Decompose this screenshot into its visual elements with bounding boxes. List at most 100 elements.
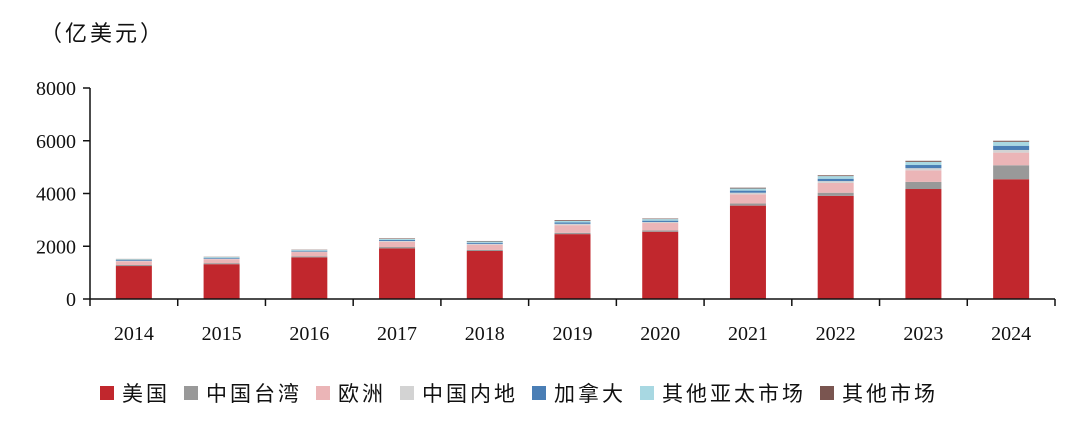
bar-segment [291,249,328,251]
x-tick-label: 2024 [991,323,1031,345]
legend-item: 其他市场 [820,378,938,408]
bar-segment [729,187,766,189]
bar-segment [466,249,503,251]
bar-segment [817,181,854,183]
y-tick-label: 0 [66,289,76,311]
legend-item: 加拿大 [532,378,626,408]
bar-segment [379,241,416,248]
bar-segment [642,223,679,231]
legend-label: 加拿大 [554,382,626,406]
bar-segment [817,192,854,196]
x-tick-label: 2019 [553,323,593,345]
bar-segment [291,251,328,253]
bar-segment [466,240,503,242]
bar-segment [203,258,240,260]
bar-segment [817,176,854,179]
legend-label: 欧洲 [338,382,386,406]
bar-segment [642,220,679,222]
bar-segment [466,241,503,243]
bar-segment [115,261,152,265]
legend-swatch [640,386,654,400]
bar-segment [554,222,591,224]
bar-segment [729,192,766,195]
x-tick-label: 2020 [640,323,680,345]
bar-segment [905,160,942,162]
unit-label: （亿美元） [40,22,166,47]
legend-label: 美国 [122,382,170,406]
x-tick-label: 2023 [903,323,943,345]
bar-segment [993,179,1030,299]
bar-segment [291,250,328,252]
bar-segment [379,248,416,299]
y-tick-label: 2000 [36,236,76,258]
legend-swatch [400,386,414,400]
chart-plot: 0 2000 4000 6000 8000 2014 2015 2016 2017 2018 201… [36,78,1056,345]
bar-segment [905,189,942,299]
bar-segment [554,234,591,299]
bar-segment [554,220,591,221]
legend-swatch [532,386,546,400]
y-tick-label: 6000 [36,131,76,153]
bar-segment [905,161,942,166]
bar-segment [379,238,416,239]
bar-segment [729,188,766,191]
bar-segment [291,252,328,257]
bar-segment [291,257,328,299]
bar-segment [817,182,854,193]
bar-segment [115,264,152,267]
bar-segment [115,259,152,260]
bar-segment [203,264,240,299]
bar-segment [817,175,854,177]
y-tick-label: 4000 [36,184,76,206]
y-tick-label: 8000 [36,78,76,100]
legend-item: 美国 [100,378,170,408]
x-tick-label: 2022 [816,323,856,345]
x-tick-label: 2016 [289,323,329,345]
bar-segment [203,257,240,259]
bar-segment [993,152,1030,166]
bar-segment [905,181,942,190]
bar-segment [466,242,503,244]
bar-segment [817,195,854,299]
bar-segment [115,260,152,262]
legend-label: 中国内地 [422,382,518,406]
bar-segment [466,243,503,245]
bar-segment [993,149,1030,153]
bar-segment [729,203,766,206]
bar-segment [379,247,416,249]
bar-segment [729,190,766,193]
bar-segment [203,257,240,258]
x-tick-label: 2017 [377,323,417,345]
bar-segment [729,205,766,299]
x-tick-label: 2021 [728,323,768,345]
bar-segment [554,232,591,235]
legend-item: 中国台湾 [184,378,302,408]
bar-segment [554,220,591,223]
bar-segment [642,221,679,224]
legend-label: 其他市场 [842,382,938,406]
x-tick-label: 2014 [114,323,154,345]
legend-item: 欧洲 [316,378,386,408]
legend-swatch [820,386,834,400]
bar-segment [379,240,416,242]
legend-item: 中国内地 [400,378,518,408]
bar-segment [466,250,503,299]
legend-label: 其他亚太市场 [662,382,806,406]
bar-segment [554,225,591,233]
bar-segment [203,259,240,264]
bar-segment [291,256,328,258]
bar-segment [554,223,591,226]
bar-segment [993,141,1030,146]
bar-segment [817,178,854,182]
bar-segment [642,218,679,220]
bar-segment [993,145,1030,150]
legend-label: 中国台湾 [206,382,302,406]
bar-segment [993,165,1030,180]
bar-segment [905,168,942,171]
x-tick-label: 2015 [202,323,242,345]
bar-segment [466,244,503,250]
bar-segment [905,165,942,169]
bar-segment [379,238,416,240]
legend-swatch [316,386,330,400]
bar-segment [642,230,679,232]
